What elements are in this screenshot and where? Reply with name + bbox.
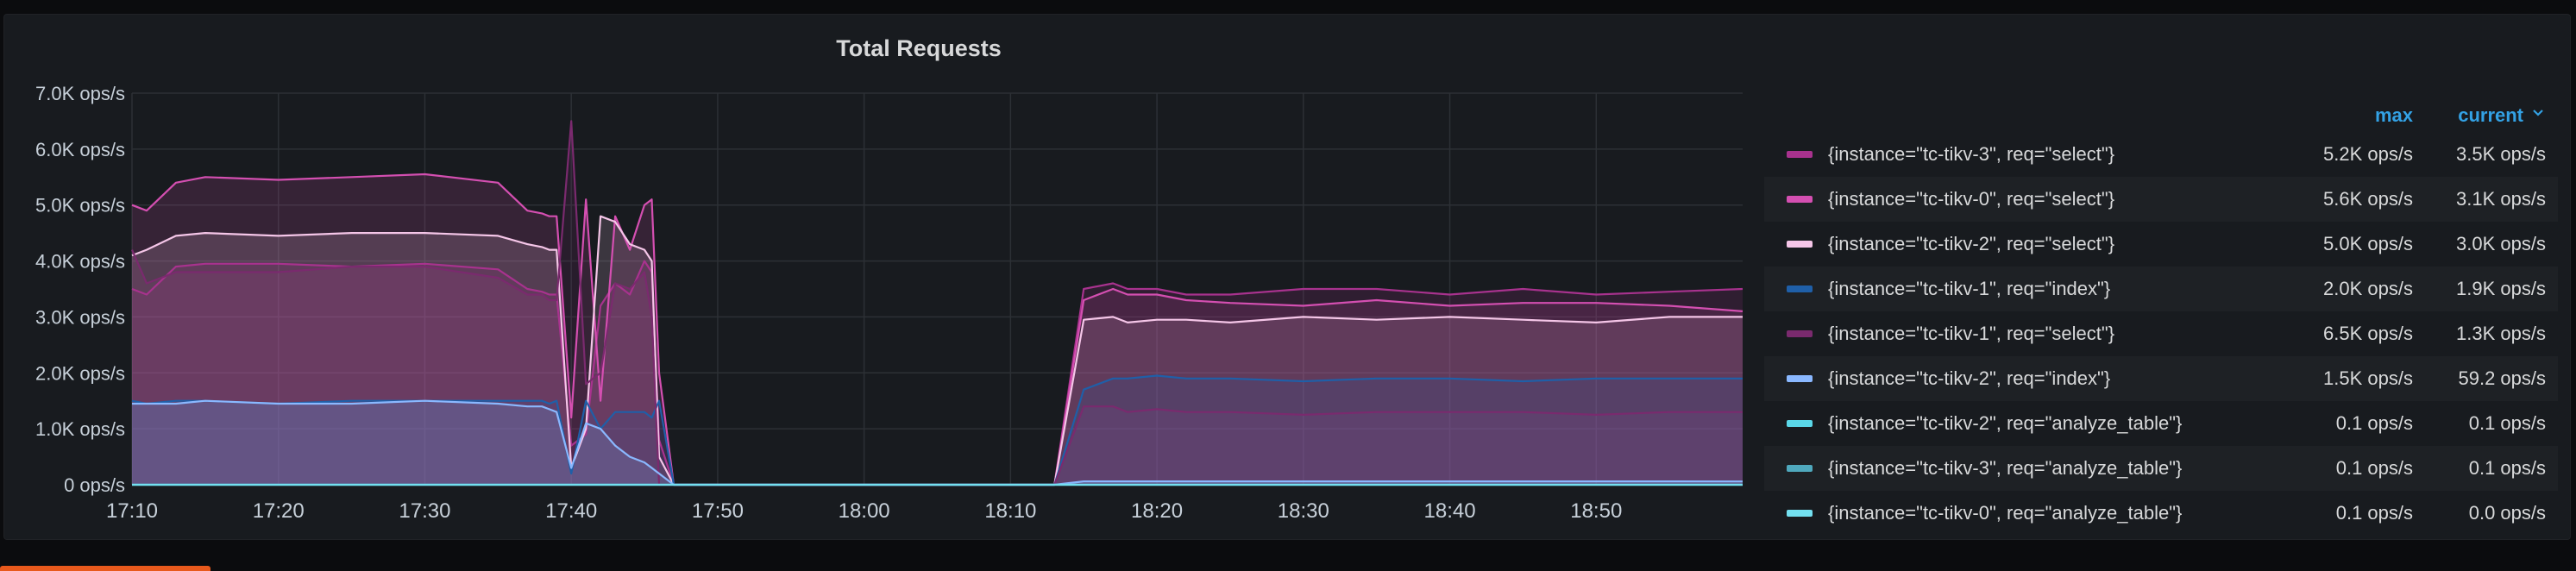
legend-label[interactable]: {instance="tc-tikv-1", req="index"}	[1828, 278, 2111, 299]
x-tick-label: 17:40	[545, 499, 597, 523]
legend-max-value: 5.2K ops/s	[2323, 143, 2413, 165]
x-tick-label: 17:20	[253, 499, 305, 523]
legend-label[interactable]: {instance="tc-tikv-2", req="analyze_tabl…	[1828, 412, 2183, 434]
y-tick-label: 4.0K ops/s	[35, 251, 125, 273]
y-tick-label: 5.0K ops/s	[35, 195, 125, 216]
legend-row[interactable]: {instance="tc-tikv-0", req="analyze_tabl…	[1764, 491, 2558, 536]
legend-current-header[interactable]: current	[2458, 104, 2523, 126]
legend-row[interactable]: {instance="tc-tikv-1", req="select"} 6.5K…	[1764, 311, 2558, 356]
legend-row[interactable]: {instance="tc-tikv-3", req="select"} 5.2K…	[1764, 132, 2558, 177]
legend-swatch[interactable]	[1787, 196, 1813, 203]
bottom-tab	[0, 566, 210, 571]
legend-swatch[interactable]	[1787, 241, 1813, 248]
panel-title[interactable]: Total Requests	[836, 35, 1002, 61]
legend-current-value: 3.5K ops/s	[2456, 143, 2546, 165]
chart-grid	[131, 92, 1743, 486]
legend-max-value: 0.1 ops/s	[2335, 457, 2413, 479]
chart-lines	[130, 120, 1744, 486]
legend-max-value: 0.1 ops/s	[2335, 412, 2413, 434]
panel: Total Requests 0 ops/s 1.0K ops/s 2.0K ops…	[3, 14, 2571, 540]
y-tick-label: 1.0K ops/s	[35, 418, 125, 440]
y-tick-label: 3.0K ops/s	[35, 306, 125, 328]
legend-max-value: 1.5K ops/s	[2323, 367, 2413, 389]
legend-row[interactable]: {instance="tc-tikv-2", req="analyze_tabl…	[1764, 401, 2558, 446]
legend-label[interactable]: {instance="tc-tikv-3", req="analyze_tabl…	[1828, 457, 2183, 479]
legend-label[interactable]: {instance="tc-tikv-2", req="index"}	[1828, 367, 2111, 389]
chevron-down-icon[interactable]	[2530, 103, 2546, 125]
legend-current-value: 1.3K ops/s	[2456, 323, 2546, 344]
legend-row[interactable]: {instance="tc-tikv-1", req="index"} 2.0K …	[1764, 267, 2558, 311]
x-tick-label: 18:00	[839, 499, 890, 523]
x-tick-label: 17:50	[692, 499, 744, 523]
legend-swatch[interactable]	[1787, 375, 1813, 382]
legend-row[interactable]: {instance="tc-tikv-2", req="select"} 5.0K…	[1764, 222, 2558, 267]
legend-label[interactable]: {instance="tc-tikv-0", req="select"}	[1828, 188, 2115, 210]
legend-max-value: 2.0K ops/s	[2323, 278, 2413, 299]
legend-rows: {instance="tc-tikv-3", req="select"} 5.2K…	[1764, 132, 2558, 536]
legend-max-value: 5.6K ops/s	[2323, 188, 2413, 210]
series-area	[132, 216, 1743, 485]
x-tick-label: 17:30	[399, 499, 450, 523]
legend-swatch[interactable]	[1787, 286, 1813, 292]
legend-label[interactable]: {instance="tc-tikv-1", req="select"}	[1828, 323, 2115, 344]
legend-label[interactable]: {instance="tc-tikv-2", req="select"}	[1828, 233, 2115, 254]
x-tick-label: 18:40	[1424, 499, 1476, 523]
series-area	[132, 260, 1743, 485]
legend-current-value: 0.1 ops/s	[2468, 457, 2546, 479]
y-tick-label: 2.0K ops/s	[35, 362, 125, 384]
y-tick-label: 7.0K ops/s	[35, 83, 125, 104]
legend-max-value: 6.5K ops/s	[2323, 323, 2413, 344]
legend-swatch[interactable]	[1787, 465, 1813, 472]
x-tick-label: 18:10	[984, 499, 1036, 523]
legend-current-value: 59.2 ops/s	[2458, 367, 2546, 389]
legend-current-value: 1.9K ops/s	[2456, 278, 2546, 299]
legend-max-header[interactable]: max	[2374, 104, 2413, 126]
y-axis: 0 ops/s 1.0K ops/s 2.0K ops/s 3.0K ops/s 4.0…	[35, 83, 125, 496]
legend-current-value: 3.0K ops/s	[2456, 233, 2546, 254]
legend-label[interactable]: {instance="tc-tikv-3", req="select"}	[1828, 143, 2115, 165]
legend-row[interactable]: {instance="tc-tikv-0", req="select"} 5.6K…	[1764, 177, 2558, 222]
x-tick-label: 17:10	[106, 499, 158, 523]
legend-max-value: 0.1 ops/s	[2335, 502, 2413, 524]
chart-plot[interactable]: 0 ops/s 1.0K ops/s 2.0K ops/s 3.0K ops/s 4.0…	[4, 15, 1756, 539]
legend: max current {instance="tc-tikv-3", req="…	[1764, 101, 2558, 536]
legend-row[interactable]: {instance="tc-tikv-2", req="index"} 1.5K …	[1764, 356, 2558, 401]
legend-swatch[interactable]	[1787, 420, 1813, 427]
x-axis: 17:10 17:20 17:30 17:40 17:50 18:00 18:10 18:20…	[106, 499, 1622, 523]
legend-swatch[interactable]	[1787, 330, 1813, 337]
legend-swatch[interactable]	[1787, 151, 1813, 158]
series-area	[132, 400, 1743, 485]
legend-label[interactable]: {instance="tc-tikv-0", req="analyze_tabl…	[1828, 502, 2183, 524]
legend-header: max current	[1764, 101, 2558, 132]
x-tick-label: 18:50	[1570, 499, 1622, 523]
y-tick-label: 6.0K ops/s	[35, 139, 125, 160]
legend-swatch[interactable]	[1787, 510, 1813, 517]
legend-current-value: 0.1 ops/s	[2468, 412, 2546, 434]
x-tick-label: 18:30	[1278, 499, 1329, 523]
y-tick-label: 0 ops/s	[64, 474, 125, 496]
legend-current-value: 0.0 ops/s	[2468, 502, 2546, 524]
series-area	[132, 375, 1743, 485]
legend-max-value: 5.0K ops/s	[2323, 233, 2413, 254]
x-tick-label: 18:20	[1131, 499, 1183, 523]
series-area	[132, 121, 1743, 485]
legend-row[interactable]: {instance="tc-tikv-3", req="analyze_tabl…	[1764, 446, 2558, 491]
legend-current-value: 3.1K ops/s	[2456, 188, 2546, 210]
